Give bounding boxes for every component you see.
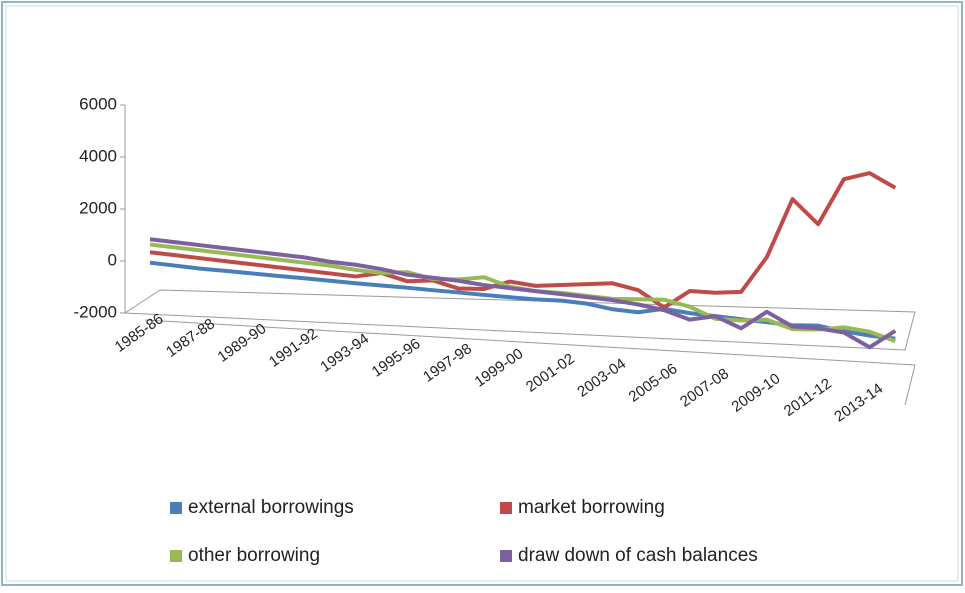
y-tick-label: 0 [108,250,117,269]
floor-back [124,289,916,351]
series-line [149,171,897,310]
legend-label: other borrowing [188,545,320,566]
y-tick-label: 6000 [79,94,117,113]
legend-swatch [500,550,512,562]
series-line [149,237,897,350]
legend-label: draw down of cash balances [518,545,758,566]
floor-front [144,319,916,406]
y-tick-label: 2000 [79,198,117,217]
legend-swatch [170,550,182,562]
legend-label: external borrowings [188,497,354,518]
y-tick-label: 4000 [79,146,117,165]
inner-frame [5,5,959,582]
legend-label: market borrowing [518,497,665,518]
y-tick-label: -2000 [74,302,117,321]
legend-swatch [170,502,182,514]
legend-swatch [500,502,512,514]
